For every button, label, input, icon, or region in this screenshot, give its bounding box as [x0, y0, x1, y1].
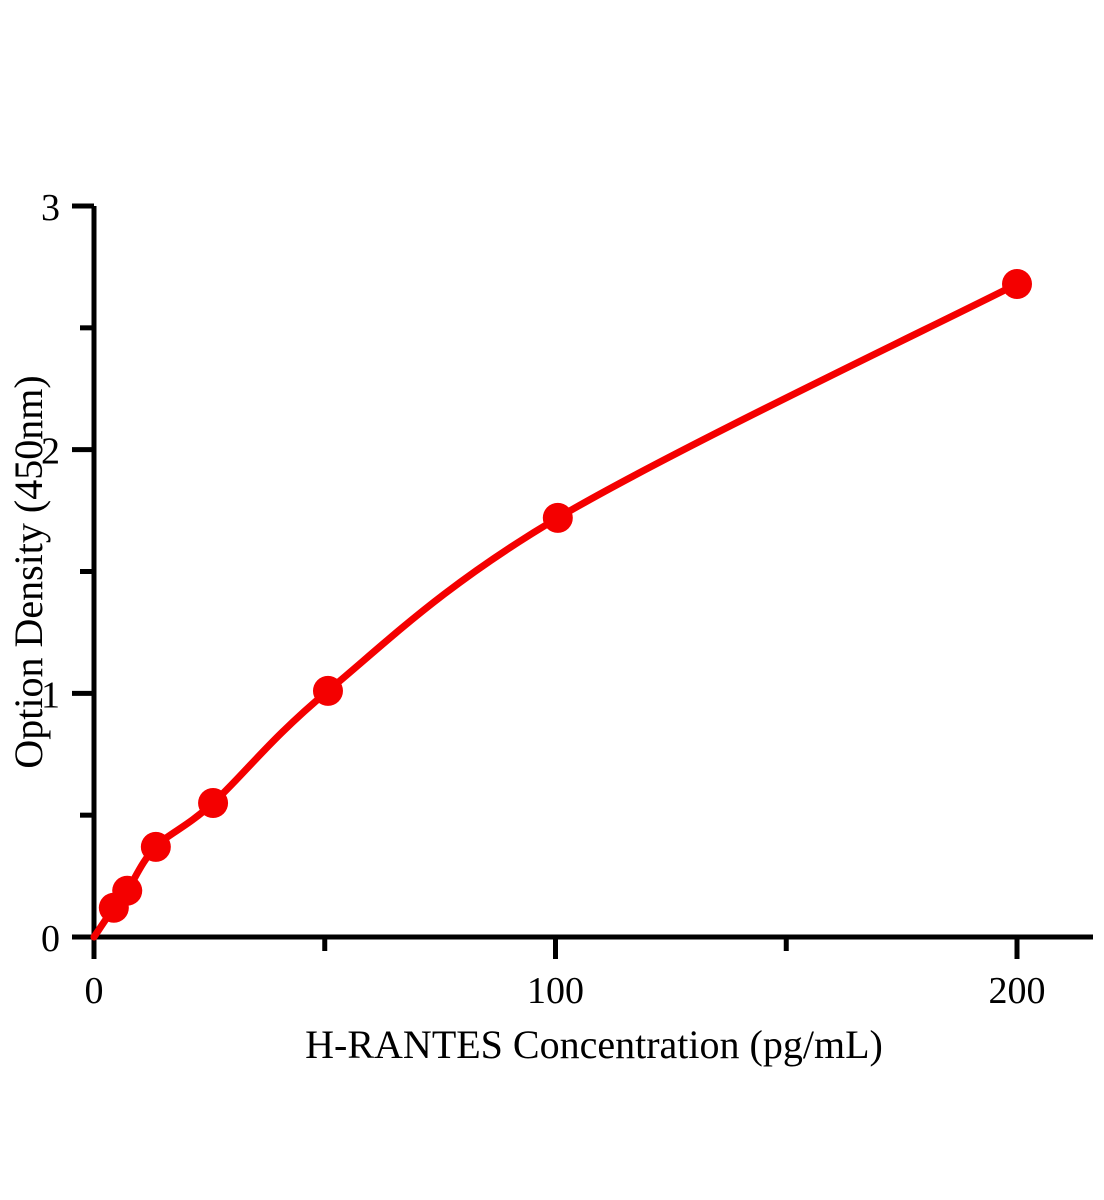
data-point	[312, 675, 343, 706]
data-point	[198, 787, 229, 818]
data-point	[542, 502, 573, 533]
standard-curve-line	[90, 280, 1021, 941]
y-tick-label: 3	[41, 187, 60, 229]
data-point	[112, 875, 143, 906]
x-axis-minor-ticks	[322, 937, 789, 951]
y-axis-minor-ticks	[80, 325, 94, 818]
y-axis-major-ticks	[72, 203, 94, 940]
x-tick-label: 100	[527, 970, 584, 1012]
data-point	[1002, 268, 1032, 299]
y-axis-tick-labels: 0 1 2 3	[41, 187, 60, 960]
x-axis-major-ticks	[91, 937, 1020, 959]
data-point-group	[98, 268, 1032, 923]
y-tick-label: 0	[41, 918, 60, 960]
x-axis-tick-labels: 0 100 200	[85, 970, 1046, 1012]
y-tick-label: 2	[41, 431, 60, 473]
x-axis-title: H-RANTES Concentration (pg/mL)	[305, 1022, 883, 1067]
x-tick-label: 0	[85, 970, 104, 1012]
y-tick-label: 1	[41, 674, 60, 716]
y-axis-title: Option Density (450nm)	[6, 375, 51, 768]
x-tick-label: 200	[989, 970, 1046, 1012]
data-point	[140, 831, 171, 862]
